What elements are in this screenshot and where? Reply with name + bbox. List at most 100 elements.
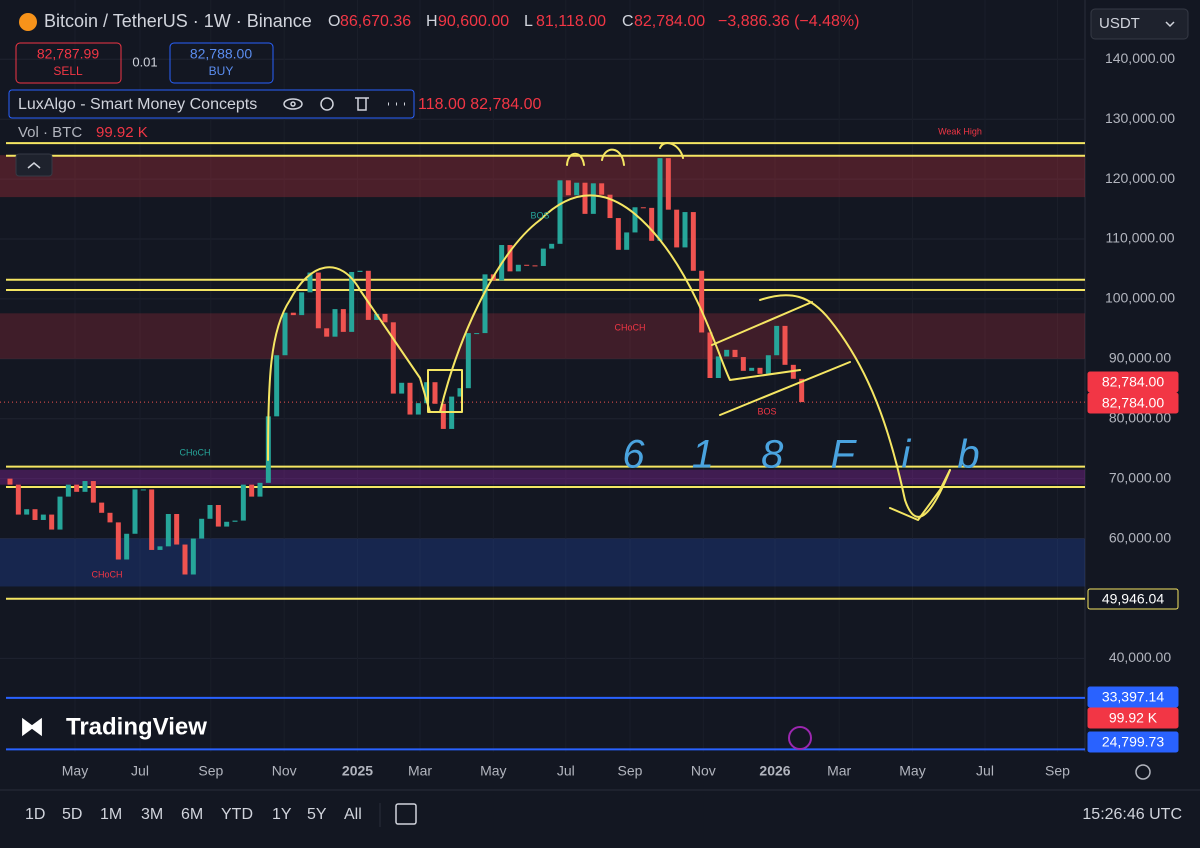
range-button[interactable]: 5D <box>62 806 82 823</box>
candle <box>657 158 663 241</box>
candle <box>549 243 555 249</box>
currency: USDT <box>1099 15 1140 32</box>
y-tick-label: 40,000.00 <box>1109 649 1171 665</box>
alert-icon[interactable] <box>788 726 812 750</box>
spread: 0.01 <box>132 54 157 69</box>
collapse-button[interactable] <box>15 153 53 177</box>
candle <box>590 183 596 214</box>
candle <box>215 505 221 527</box>
range-button[interactable]: 6M <box>181 806 203 823</box>
ohlc-key: O <box>328 13 340 30</box>
candle <box>40 514 46 520</box>
candle <box>615 218 621 250</box>
symbol-title: Bitcoin / TetherUS · 1W · Binance <box>44 11 312 31</box>
candle <box>524 264 530 266</box>
candle <box>574 182 580 196</box>
candle <box>165 513 171 547</box>
range-button[interactable]: 3M <box>141 806 163 823</box>
candle <box>582 182 588 214</box>
annotation: BOS <box>757 406 776 416</box>
candle <box>649 207 655 241</box>
candle <box>257 482 263 497</box>
candle <box>124 533 130 560</box>
zone <box>0 469 1085 485</box>
x-tick-label: Mar <box>827 763 851 779</box>
sell-price: 82,787.99 <box>37 46 99 62</box>
candle <box>307 272 313 293</box>
range-button[interactable]: 1M <box>100 806 122 823</box>
candle <box>132 489 138 534</box>
candle <box>440 403 446 429</box>
indicator-icons[interactable] <box>283 97 405 111</box>
x-tick-label: Sep <box>618 763 643 779</box>
x-tick-label: Sep <box>198 763 223 779</box>
hand-drawing <box>267 142 951 521</box>
price-change: −3,886.36 (−4.48%) <box>718 13 859 30</box>
candle <box>357 270 363 272</box>
y-tick-label: 100,000.00 <box>1105 290 1175 306</box>
ohlc-key: C <box>622 13 634 30</box>
annotation: CHoCH <box>179 447 210 457</box>
candle <box>90 481 96 503</box>
range-button[interactable]: 1D <box>25 806 45 823</box>
candle <box>774 325 780 356</box>
indicator-box[interactable] <box>8 89 415 119</box>
price-tag-label: 24,799.73 <box>1102 734 1164 750</box>
y-tick-label: 110,000.00 <box>1105 230 1174 246</box>
price-tag <box>1087 707 1179 729</box>
price-tag <box>1087 588 1179 610</box>
zone <box>0 313 1085 359</box>
candle <box>474 333 480 335</box>
range-button[interactable]: All <box>344 806 362 823</box>
candle <box>332 309 338 337</box>
candle <box>224 521 230 527</box>
price-tag-label: 49,946.04 <box>1102 591 1164 607</box>
ohlc-key: H <box>426 13 438 30</box>
settings-icon[interactable] <box>1135 764 1151 780</box>
price-tag <box>1087 371 1179 393</box>
candle <box>632 207 638 233</box>
candle <box>249 484 255 497</box>
range-button[interactable]: 5Y <box>307 806 327 823</box>
sell-button[interactable] <box>15 42 122 84</box>
x-tick-label: Mar <box>408 763 432 779</box>
candle <box>690 212 696 271</box>
candle <box>507 245 513 272</box>
candle <box>399 382 405 394</box>
indicator-name: LuxAlgo - Smart Money Concepts <box>18 96 257 113</box>
date-range-icon[interactable] <box>395 803 417 825</box>
x-tick-label: May <box>62 763 88 779</box>
tv-logo-mark: ⧓ <box>20 713 44 740</box>
candle <box>699 270 705 333</box>
candle <box>465 333 471 389</box>
candle <box>682 212 688 248</box>
candle <box>532 265 538 267</box>
candle <box>565 180 571 196</box>
range-button[interactable]: 1Y <box>272 806 292 823</box>
candle <box>65 484 71 497</box>
candle <box>749 367 755 371</box>
candle <box>540 248 546 266</box>
volume-label: Vol · BTC <box>18 124 82 141</box>
candle <box>324 328 330 337</box>
x-tick-label: 2026 <box>759 763 790 779</box>
price-tag-label: 82,784.00 <box>1102 395 1164 411</box>
volume-value: 99.92 K <box>96 124 148 141</box>
candle <box>157 546 163 550</box>
candle <box>207 505 213 519</box>
candle <box>740 357 746 371</box>
range-button[interactable]: YTD <box>221 806 253 823</box>
x-tick-label: Jul <box>976 763 994 779</box>
currency-select[interactable] <box>1090 8 1189 40</box>
buy-button[interactable] <box>169 42 274 84</box>
candle <box>799 378 805 403</box>
x-tick-label: May <box>480 763 506 779</box>
candle <box>724 349 730 357</box>
candle <box>299 292 305 316</box>
y-tick-label: 60,000.00 <box>1109 529 1171 545</box>
candle <box>190 538 196 575</box>
ohlc-value: 86,670.36 <box>340 13 411 30</box>
candle <box>765 355 771 374</box>
candle <box>599 183 605 195</box>
candle <box>290 312 296 316</box>
